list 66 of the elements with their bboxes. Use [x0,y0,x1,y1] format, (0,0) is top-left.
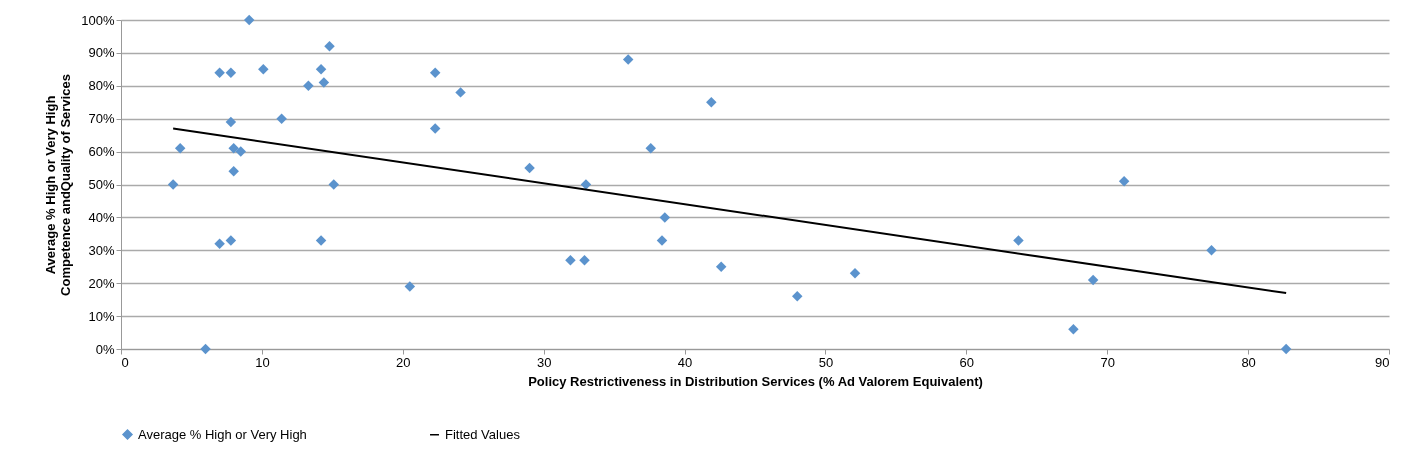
point [1068,324,1079,335]
y-tick-label: 100% [81,12,115,28]
legend-label: Fitted Values [445,426,521,442]
x-tick-label: 80 [1241,354,1256,370]
point [258,64,269,75]
y-axis-title: Average % High or Very High Competence andQuality of Services [43,74,74,296]
point [214,238,225,249]
point [455,87,466,98]
point [579,254,590,266]
point [404,281,416,292]
point [715,261,727,272]
point [645,143,656,154]
point [200,343,211,355]
point [225,116,237,128]
y-tick-label: 50% [88,177,115,192]
point [324,41,335,52]
point [225,235,237,246]
y-tick-label: 40% [88,209,115,225]
point [315,64,327,75]
x-tick-label: 90 [1375,354,1390,370]
point [328,179,339,190]
x-tick-label: 40 [677,354,693,370]
x-tick-label: 0 [121,354,129,370]
point [656,235,668,246]
point [318,77,330,88]
point [1206,245,1217,256]
point [228,143,239,154]
y-tick-label: 0% [95,341,115,357]
point [1013,235,1024,246]
x-axis-title: Policy Restrictiveness in Distribution Services (% Ad Valorem Equivalent) [528,373,983,389]
point [167,179,179,190]
point [524,162,535,174]
point [214,67,225,78]
x-tick-label: 60 [959,354,975,370]
point [429,123,441,134]
x-tick-label: 10 [255,354,270,370]
point [1118,175,1130,187]
y-tick-label: 30% [88,242,115,258]
point [792,291,803,302]
y-tick-label: 10% [88,308,115,324]
point [235,146,246,157]
point [315,235,327,246]
point [429,67,441,78]
y-tick-label: 60% [88,144,115,160]
point [1087,274,1099,286]
legend-label: Average % High or Very High [138,426,307,442]
point [303,80,314,92]
point [622,54,634,65]
point [849,268,861,279]
point [225,67,237,78]
y-tick-label: 80% [88,78,115,94]
point [565,254,576,266]
point [659,212,671,223]
x-tick-label: 30 [536,354,552,370]
point [243,14,255,26]
point [276,113,287,124]
x-tick-label: 20 [396,354,411,370]
x-tick-label: 50 [818,354,834,370]
point [1280,343,1292,355]
point [228,166,239,177]
y-tick-label: 90% [88,45,115,61]
point [706,97,717,108]
y-tick-label: 70% [88,111,115,127]
y-tick-label: 20% [88,275,115,291]
point [174,143,186,154]
x-tick-label: 70 [1100,354,1115,370]
